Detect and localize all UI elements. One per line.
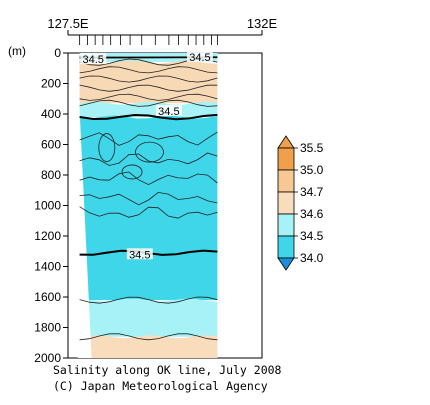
credit-text: (C) Japan Meteorological Agency (53, 379, 268, 393)
y-tick-label: 600 (41, 138, 61, 152)
salinity-layer (79, 60, 218, 104)
x-tick-label: 132E (247, 16, 278, 31)
legend-label: 34.7 (300, 185, 324, 199)
salinity-layer (79, 335, 218, 358)
contour-line (79, 171, 218, 186)
contour-line (79, 66, 218, 74)
contour-label-bg (155, 104, 182, 116)
contour-label: 34.5 (83, 54, 104, 66)
y-tick-label: 800 (41, 168, 61, 182)
salinity-layer (79, 298, 218, 337)
y-tick-label: 200 (41, 77, 61, 91)
contour-line (79, 191, 218, 206)
contour-34-5 (79, 113, 218, 121)
legend-label: 35.0 (300, 163, 324, 177)
salinity-layer (79, 101, 218, 117)
legend-label: 35.5 (300, 141, 324, 155)
y-tick-label: 1000 (34, 199, 61, 213)
legend-swatch (277, 213, 295, 237)
y-tick-label: 1600 (34, 290, 61, 304)
legend-swatch (277, 235, 295, 259)
y-tick-label: 1200 (34, 229, 61, 243)
contour-label-bg (126, 248, 153, 260)
legend-swatch (277, 191, 295, 215)
contour-line (79, 84, 218, 92)
legend-swatch (277, 169, 295, 193)
y-tick-label: 0 (54, 46, 61, 60)
contour-line (79, 131, 218, 146)
y-tick-label: 1400 (34, 260, 61, 274)
contour-label-bg (186, 50, 213, 62)
contour-line (79, 75, 218, 83)
legend-label: 34.6 (300, 207, 324, 221)
salinity-layer (79, 115, 218, 301)
contour-label: 34.5 (129, 249, 150, 261)
y-tick-label: 400 (41, 107, 61, 121)
contour-line (79, 296, 218, 304)
no-data-wedge (77, 110, 92, 358)
legend-bottom-arrow (277, 257, 295, 271)
y-unit-label: (m) (8, 44, 26, 58)
legend-label: 34.0 (300, 251, 324, 265)
contour-label: 34.5 (158, 106, 179, 118)
y-tick-label: 2000 (34, 351, 61, 365)
contour-label: 34.5 (189, 52, 210, 64)
chart-title: Salinity along OK line, July 2008 (53, 363, 282, 377)
contour-eddy (121, 164, 143, 180)
y-tick-label: 1800 (34, 321, 61, 335)
contour-line (79, 93, 218, 101)
contour-line (79, 99, 218, 107)
contour-eddy (98, 133, 116, 162)
x-tick-label: 127.5E (47, 16, 89, 31)
contour-eddy (135, 141, 164, 163)
legend-swatch (277, 147, 295, 171)
contour-line (79, 152, 218, 166)
legend-top-arrow (277, 135, 295, 149)
contour-line (79, 333, 218, 341)
contour-line (79, 206, 218, 219)
contour-label-bg (80, 53, 107, 65)
legend-label: 34.5 (300, 229, 324, 243)
